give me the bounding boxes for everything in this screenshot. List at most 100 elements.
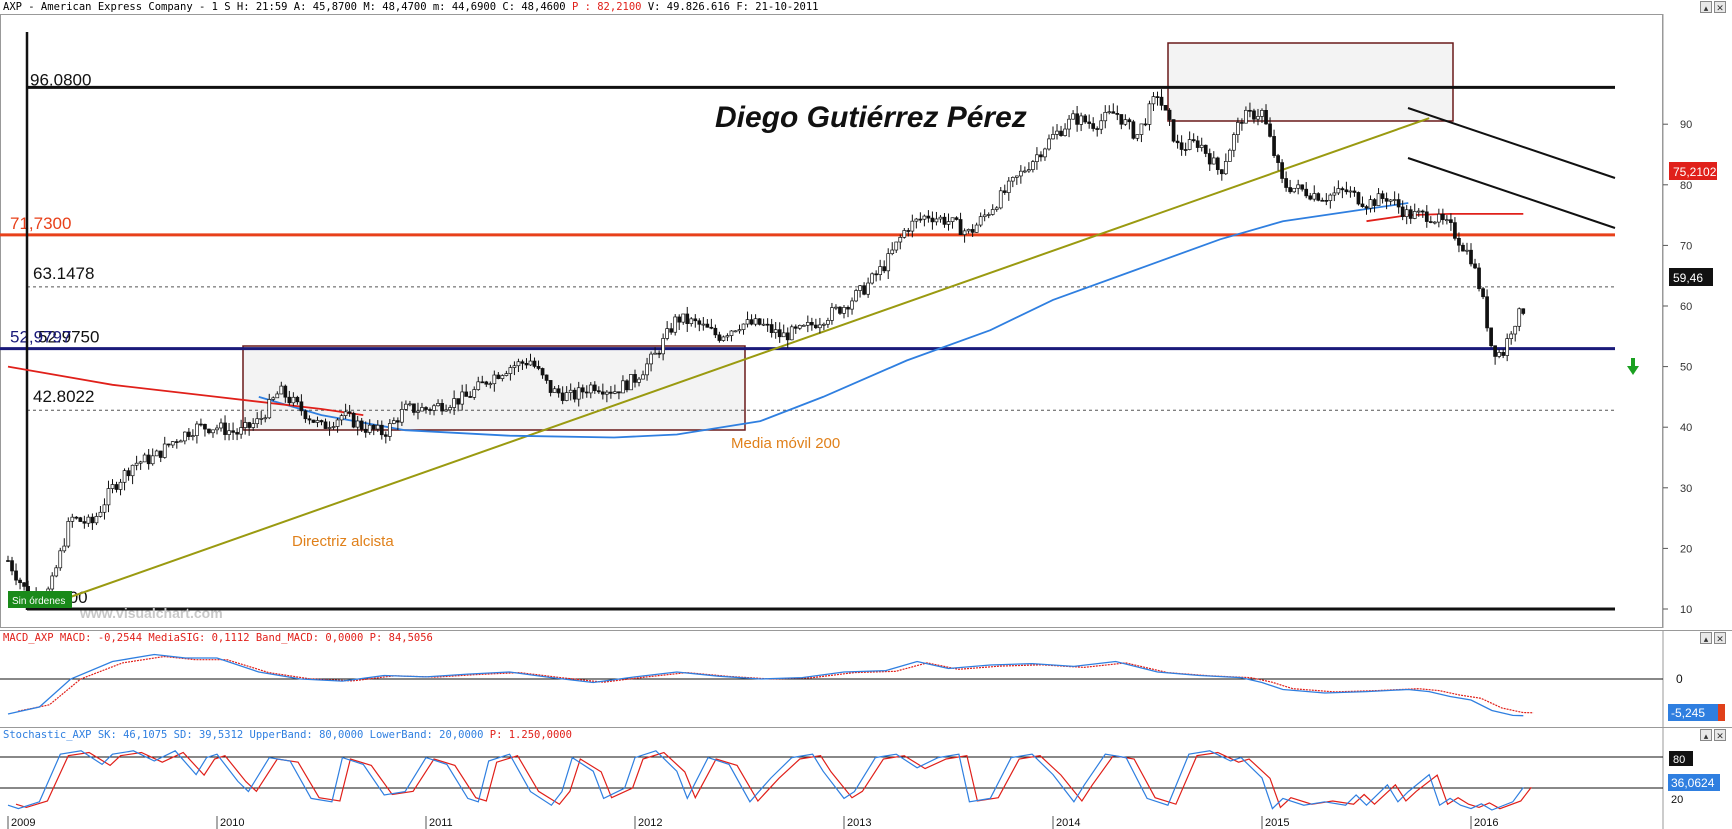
candle-body bbox=[1465, 249, 1469, 252]
minimize-button[interactable]: ▴ bbox=[1700, 1, 1712, 13]
candle-body bbox=[1441, 213, 1445, 221]
macd-pane[interactable]: MACD_AXP MACD: -0,2544 MediaSIG: 0,1112 … bbox=[0, 630, 1732, 728]
x-tick-label: 2012 bbox=[638, 817, 662, 829]
candle-body bbox=[359, 420, 364, 430]
candle-body bbox=[1023, 170, 1027, 173]
macd-minimize-button[interactable]: ▴ bbox=[1700, 632, 1712, 644]
candle-body bbox=[1099, 120, 1104, 130]
candle-body bbox=[347, 411, 352, 414]
candle-body bbox=[448, 407, 452, 411]
candle-body bbox=[890, 249, 895, 254]
candle-body bbox=[568, 389, 573, 393]
y-tick-label: 10 bbox=[1680, 604, 1692, 616]
candle-body bbox=[247, 422, 252, 428]
stoch-chart[interactable]: 80 36,0624 20 2009 2010 2011 2012 2013 2014 20… bbox=[0, 728, 1732, 829]
candle-body bbox=[472, 389, 477, 398]
candle-body bbox=[1199, 144, 1204, 148]
candle-body bbox=[797, 325, 802, 329]
x-tick-label: 2014 bbox=[1056, 817, 1080, 829]
candle-body bbox=[1175, 140, 1180, 144]
buy-arrow-icon bbox=[1627, 358, 1639, 375]
candle-body bbox=[922, 215, 927, 220]
candle-body bbox=[801, 324, 806, 327]
x-tick-label: 2011 bbox=[429, 817, 453, 829]
candle-body bbox=[412, 403, 416, 413]
candle-body bbox=[1147, 103, 1152, 125]
candle-body bbox=[195, 423, 199, 436]
y-tick-label: 70 bbox=[1680, 240, 1692, 252]
candle-body bbox=[926, 215, 931, 219]
stoch-header: Stochastic_AXP SK: 46,1075 SD: 39,5312 U… bbox=[3, 729, 572, 741]
candle-body bbox=[456, 398, 461, 405]
candle-body bbox=[339, 415, 344, 421]
candle-body bbox=[649, 353, 653, 365]
candle-body bbox=[705, 323, 710, 328]
candle-body bbox=[408, 403, 412, 406]
candle-body bbox=[1031, 161, 1035, 170]
candle-body bbox=[1248, 109, 1252, 112]
candle-body bbox=[1509, 333, 1514, 339]
candle-body bbox=[733, 330, 738, 333]
stochastic-pane[interactable]: Stochastic_AXP SK: 46,1075 SD: 39,5312 U… bbox=[0, 727, 1732, 829]
close-button[interactable]: ✕ bbox=[1714, 1, 1726, 13]
candle-body bbox=[950, 217, 955, 222]
candle-body bbox=[1240, 122, 1244, 124]
candle-body bbox=[383, 434, 388, 437]
candle-body bbox=[468, 396, 473, 398]
candle-body bbox=[1473, 263, 1477, 269]
candle-body bbox=[78, 517, 83, 522]
candle-body bbox=[396, 420, 400, 423]
trendline-label: Directriz alcista bbox=[292, 533, 394, 550]
candle-body bbox=[1187, 139, 1192, 150]
stoch-value-text: 36,0624 bbox=[1671, 776, 1715, 790]
candle-body bbox=[645, 363, 649, 376]
candle-body bbox=[420, 407, 424, 412]
stoch-sd-line bbox=[15, 751, 1532, 810]
candle-body bbox=[1091, 123, 1096, 129]
candle-body bbox=[974, 224, 979, 233]
stoch-close-button[interactable]: ✕ bbox=[1714, 729, 1726, 741]
candle-body bbox=[170, 441, 175, 446]
candle-body bbox=[1436, 213, 1441, 223]
candle-body bbox=[1143, 123, 1148, 126]
candle-body bbox=[1328, 194, 1333, 201]
candle-body bbox=[203, 423, 207, 430]
candle-body bbox=[223, 422, 227, 435]
candle-body bbox=[1227, 149, 1232, 162]
candle-body bbox=[765, 323, 770, 326]
candle-body bbox=[741, 323, 746, 330]
candle-body bbox=[211, 429, 215, 434]
candle-body bbox=[327, 427, 332, 429]
candle-body bbox=[1272, 136, 1276, 156]
macd-close-button[interactable]: ✕ bbox=[1714, 632, 1726, 644]
candle-body bbox=[1445, 219, 1449, 222]
candle-body bbox=[870, 273, 874, 284]
candle-body bbox=[1424, 211, 1429, 222]
candle-body bbox=[1002, 190, 1007, 193]
macd-chart[interactable]: 0 -5,245 bbox=[0, 631, 1732, 728]
price-pane[interactable]: AXP - American Express Company - 1 S H: … bbox=[0, 0, 1732, 628]
candle-body bbox=[826, 320, 830, 325]
ma-price-badge-text: 75,2102 bbox=[1673, 165, 1717, 179]
candle-body bbox=[689, 318, 694, 324]
candle-body bbox=[613, 391, 617, 394]
author-label: Diego Gutiérrez Pérez bbox=[715, 101, 1027, 134]
candle-body bbox=[82, 521, 87, 524]
candle-body bbox=[657, 352, 661, 355]
stoch-minimize-button[interactable]: ▴ bbox=[1700, 729, 1712, 741]
candle-body bbox=[1376, 193, 1381, 206]
trendline bbox=[70, 117, 1430, 598]
candle-body bbox=[637, 378, 641, 383]
candle-body bbox=[299, 401, 304, 412]
candle-body bbox=[166, 443, 171, 446]
candle-body bbox=[998, 190, 1003, 209]
candle-body bbox=[158, 450, 163, 458]
candle-body bbox=[207, 428, 211, 434]
candle-body bbox=[1256, 116, 1260, 120]
stoch-axis-20: 20 bbox=[1671, 794, 1683, 806]
candle-body bbox=[287, 396, 292, 404]
candle-body bbox=[966, 229, 971, 232]
series-ma_short bbox=[7, 365, 364, 416]
candle-body bbox=[946, 221, 951, 225]
